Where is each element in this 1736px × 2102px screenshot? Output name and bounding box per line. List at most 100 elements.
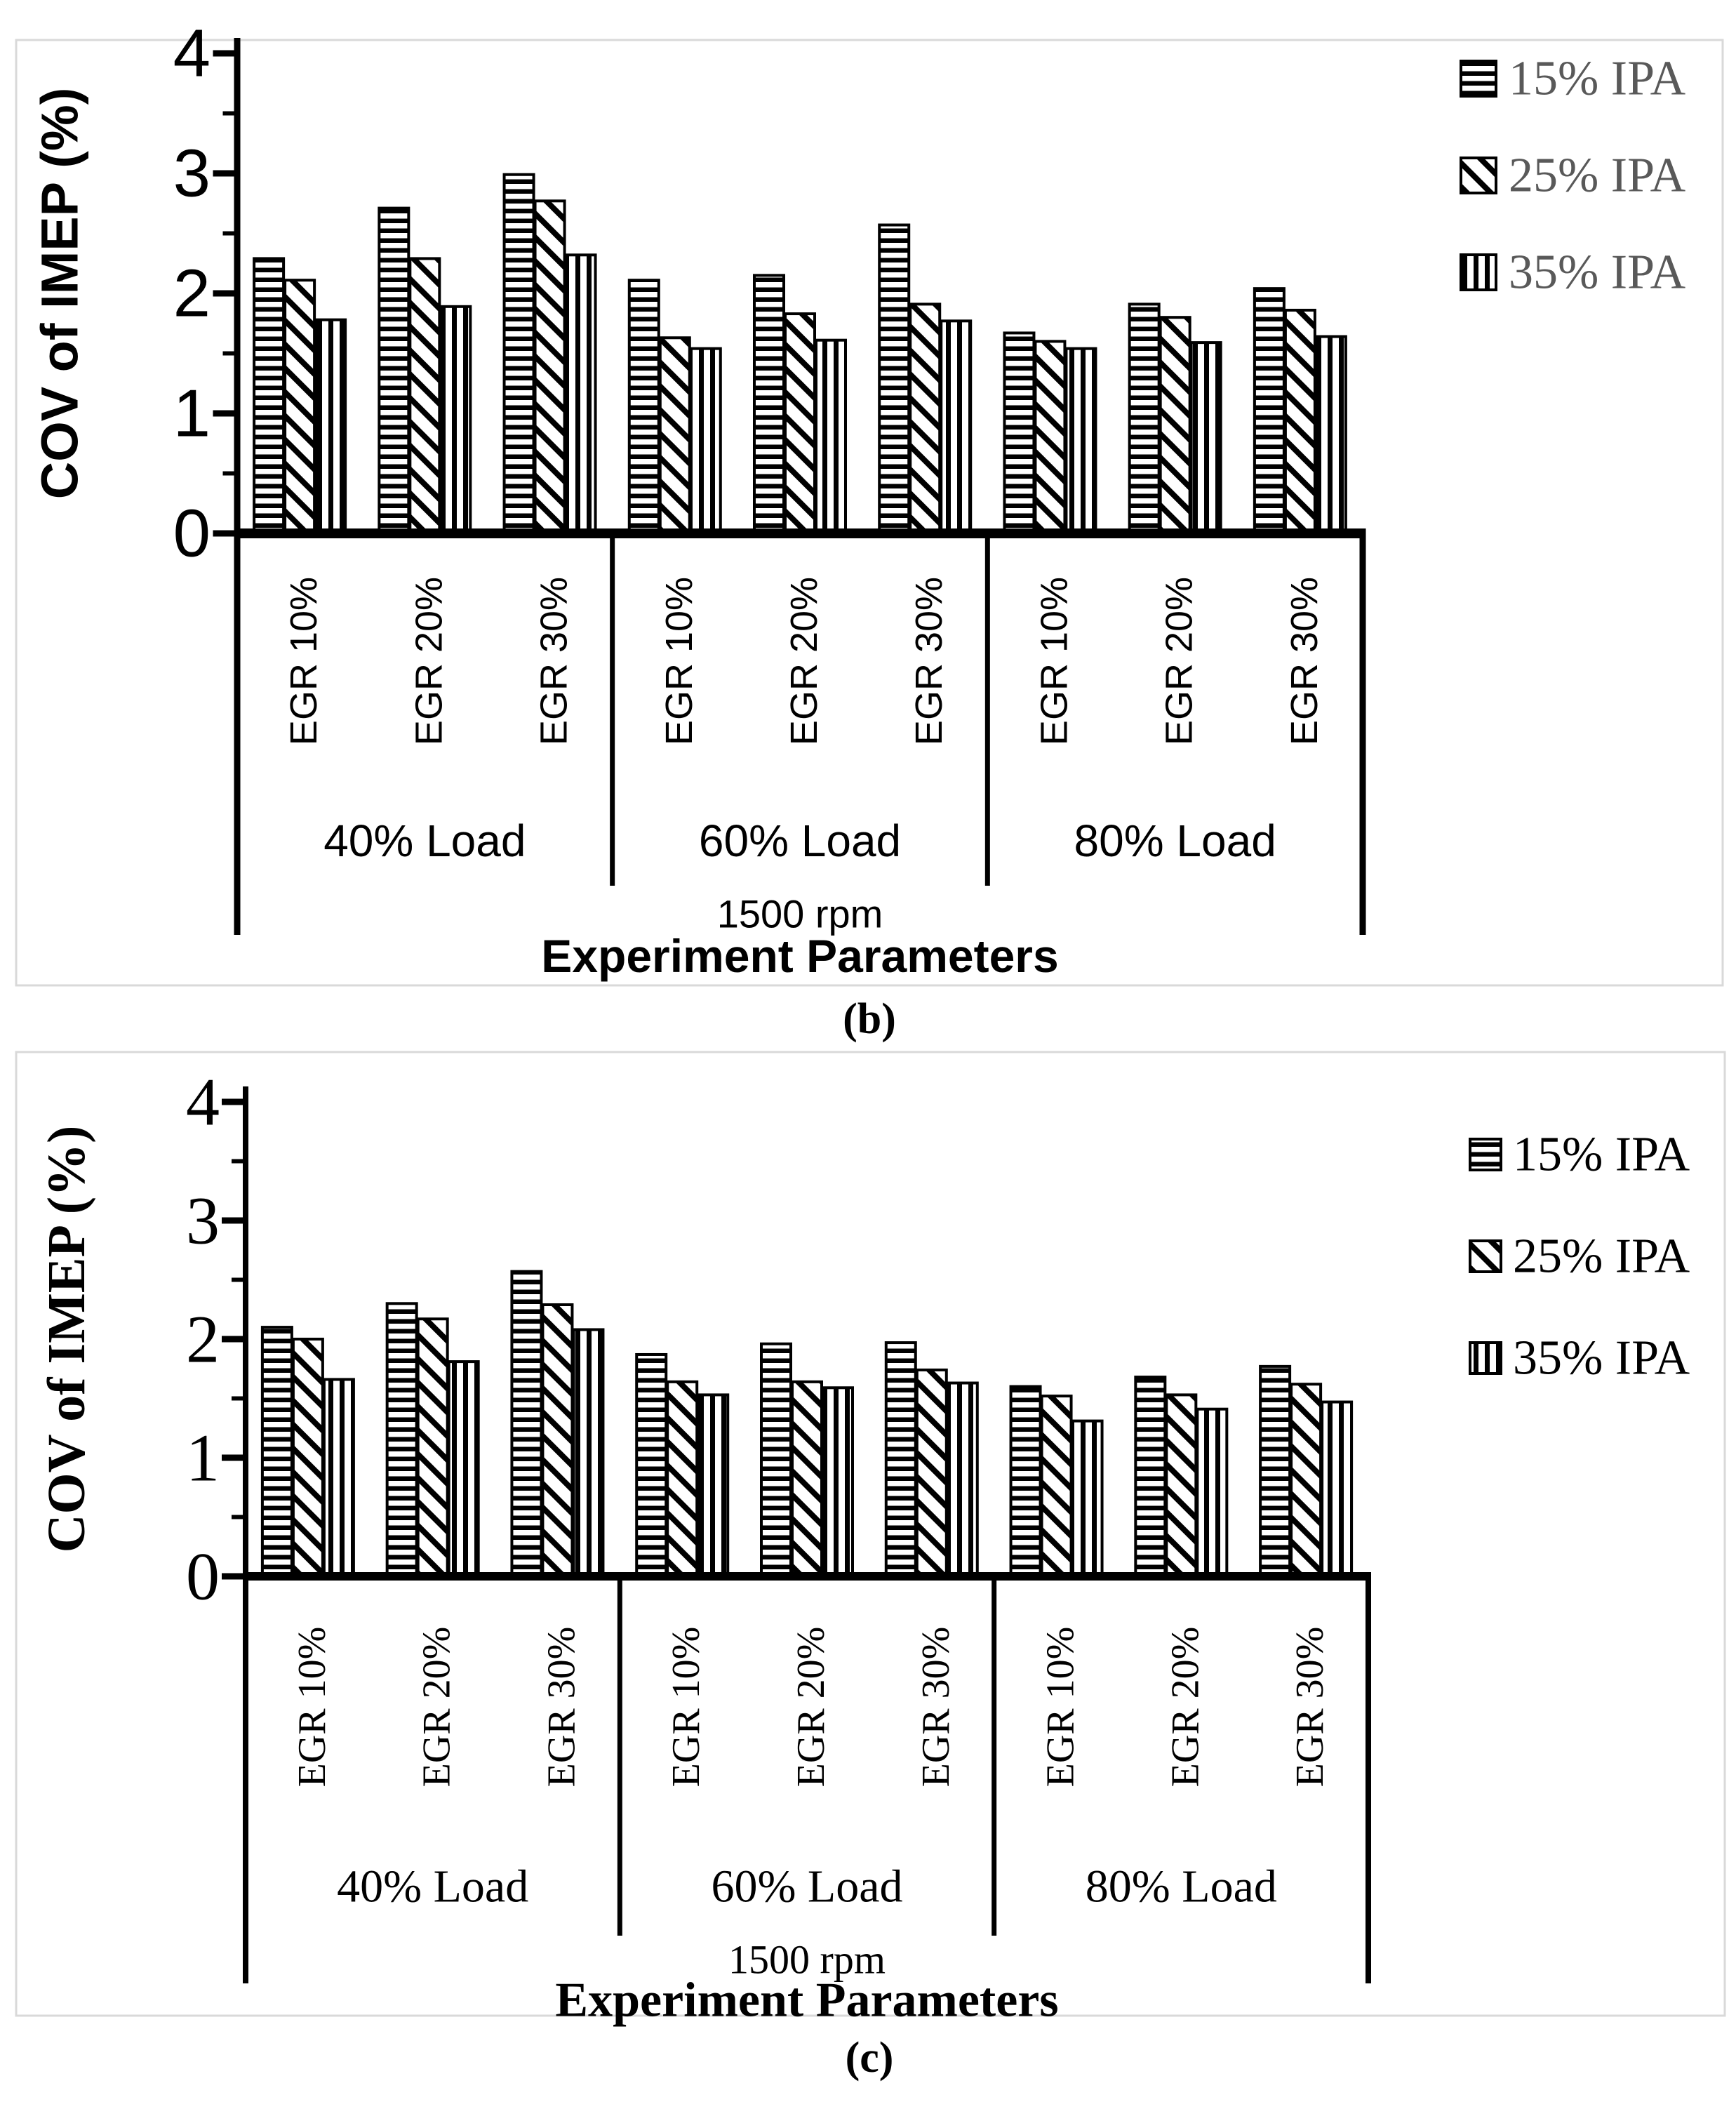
y-minor-tick-b-2.5 — [222, 231, 234, 236]
bar-c-load60-egr30-ipa35 — [946, 1381, 979, 1578]
egr-label-b-2: EGR 30% — [533, 577, 575, 745]
y-major-tick-c-0 — [222, 1573, 243, 1580]
egr-label-b-1: EGR 20% — [408, 577, 450, 745]
y-minor-tick-b-0.5 — [222, 471, 234, 476]
egr-label-b-3: EGR 10% — [658, 577, 700, 745]
x-axis-title-c: Experiment Parameters — [555, 1974, 1058, 2028]
legend-label-c-2: 35% IPA — [1513, 1331, 1690, 1385]
bar-b-load60-egr30-ipa25 — [909, 302, 942, 535]
bar-c-load60-egr20-ipa25 — [791, 1380, 823, 1578]
y-major-tick-c-4 — [222, 1098, 243, 1105]
bar-c-load40-egr10-ipa25 — [291, 1338, 324, 1578]
y-major-tick-b-0 — [213, 530, 234, 537]
y-minor-tick-c-0.5 — [232, 1515, 243, 1519]
y-tick-label-b-1: 1 — [173, 376, 211, 451]
egr-label-c-1: EGR 20% — [415, 1627, 459, 1788]
bar-b-load80-egr10-ipa35 — [1064, 347, 1097, 535]
bar-c-load80-egr10-ipa25 — [1040, 1395, 1073, 1578]
bar-b-load40-egr20-ipa35 — [439, 305, 472, 535]
load-label-b-2: 80% Load — [1074, 816, 1276, 866]
bar-c-load60-egr30-ipa25 — [915, 1368, 948, 1578]
y-axis-line-c — [243, 1086, 248, 1576]
bar-c-load80-egr30-ipa35 — [1321, 1400, 1354, 1578]
bar-c-load60-egr20-ipa35 — [822, 1386, 854, 1578]
y-minor-tick-b-3.5 — [222, 111, 234, 116]
bar-c-load80-egr30-ipa15 — [1259, 1364, 1292, 1578]
y-major-tick-b-4 — [213, 50, 234, 57]
egr-label-b-6: EGR 10% — [1033, 577, 1075, 745]
bar-b-load40-egr30-ipa15 — [502, 173, 535, 536]
y-axis-line-b — [234, 38, 241, 533]
y-major-tick-c-2 — [222, 1336, 243, 1343]
bar-b-load60-egr20-ipa25 — [784, 312, 816, 535]
y-minor-tick-b-1.5 — [222, 351, 234, 356]
egr-label-c-3: EGR 10% — [665, 1627, 708, 1788]
y-tick-label-b-2: 2 — [173, 256, 211, 331]
table-outer-border-b-left — [234, 533, 241, 935]
load-label-c-1: 60% Load — [711, 1861, 902, 1913]
bar-c-load80-egr20-ipa35 — [1196, 1407, 1229, 1578]
bar-b-load40-egr30-ipa25 — [533, 199, 566, 535]
bar-b-load40-egr10-ipa25 — [283, 279, 316, 535]
bar-b-load80-egr10-ipa25 — [1034, 340, 1067, 535]
bar-b-load40-egr20-ipa15 — [378, 206, 410, 535]
bar-b-load40-egr10-ipa35 — [314, 318, 347, 535]
bar-c-load40-egr10-ipa15 — [260, 1326, 293, 1578]
bar-b-load60-egr30-ipa15 — [878, 223, 911, 535]
y-tick-label-c-4: 4 — [186, 1065, 220, 1140]
y-minor-tick-c-1.5 — [232, 1396, 243, 1401]
legend-label-c-1: 25% IPA — [1513, 1230, 1690, 1284]
egr-label-c-4: EGR 20% — [789, 1627, 833, 1788]
bar-b-load60-egr30-ipa35 — [940, 319, 973, 535]
legend-swatch-c-horizontal-stripes — [1469, 1138, 1502, 1171]
bar-c-load40-egr20-ipa15 — [385, 1302, 418, 1578]
legend-label-b-1: 25% IPA — [1509, 149, 1686, 203]
egr-label-c-7: EGR 20% — [1163, 1627, 1207, 1788]
bar-b-load60-egr20-ipa35 — [815, 338, 847, 535]
egr-label-c-5: EGR 30% — [914, 1627, 958, 1788]
load-divider-c-1 — [617, 1576, 622, 1936]
egr-label-b-5: EGR 30% — [908, 577, 950, 745]
load-label-c-2: 80% Load — [1086, 1861, 1277, 1913]
y-tick-label-b-4: 4 — [173, 16, 211, 91]
bar-b-load40-egr30-ipa35 — [564, 253, 597, 535]
legend-swatch-c-diagonal-stripes — [1469, 1239, 1502, 1273]
bar-c-load40-egr30-ipa35 — [572, 1328, 605, 1578]
bar-b-load40-egr10-ipa15 — [253, 257, 286, 535]
y-tick-label-c-3: 3 — [186, 1183, 220, 1258]
legend-label-c-0: 15% IPA — [1513, 1128, 1690, 1182]
bar-c-load40-egr10-ipa35 — [322, 1378, 355, 1578]
load-label-b-0: 40% Load — [323, 816, 526, 866]
panel-b-caption: (b) — [843, 995, 896, 1043]
bar-b-load80-egr20-ipa15 — [1128, 302, 1161, 535]
y-major-tick-b-1 — [213, 410, 234, 417]
bar-c-load60-egr10-ipa15 — [635, 1352, 668, 1578]
y-tick-label-b-0: 0 — [173, 496, 211, 571]
legend-swatch-b-vertical-stripes — [1460, 253, 1497, 291]
bar-b-load60-egr10-ipa35 — [689, 347, 722, 535]
y-tick-label-c-0: 0 — [186, 1539, 220, 1614]
egr-label-c-0: EGR 10% — [291, 1627, 334, 1788]
y-major-tick-c-3 — [222, 1217, 243, 1224]
bar-c-load80-egr20-ipa25 — [1165, 1393, 1198, 1578]
legend-swatch-b-diagonal-stripes — [1460, 157, 1497, 194]
bar-c-load80-egr20-ipa15 — [1134, 1376, 1167, 1578]
bar-b-load80-egr20-ipa35 — [1189, 341, 1222, 535]
egr-label-c-6: EGR 10% — [1039, 1627, 1083, 1788]
load-divider-b-1 — [610, 533, 615, 886]
bar-c-load40-egr30-ipa15 — [510, 1270, 543, 1578]
legend-label-b-0: 15% IPA — [1509, 52, 1686, 106]
bar-b-load80-egr30-ipa15 — [1253, 287, 1286, 535]
y-tick-label-c-2: 2 — [186, 1302, 220, 1377]
load-divider-c-2 — [991, 1576, 997, 1936]
x-axis-line-c — [243, 1572, 1371, 1581]
y-tick-label-b-3: 3 — [173, 136, 211, 211]
bar-b-load80-egr10-ipa15 — [1003, 331, 1036, 535]
bar-c-load40-egr20-ipa35 — [447, 1360, 480, 1578]
bar-c-load60-egr20-ipa15 — [760, 1342, 792, 1578]
bar-c-load40-egr30-ipa25 — [541, 1303, 574, 1578]
x-axis-line-b — [234, 528, 1366, 538]
bar-c-load60-egr10-ipa25 — [666, 1380, 699, 1578]
bar-b-load40-egr20-ipa25 — [408, 257, 441, 535]
rpm-label-b: 1500 rpm — [717, 892, 883, 936]
